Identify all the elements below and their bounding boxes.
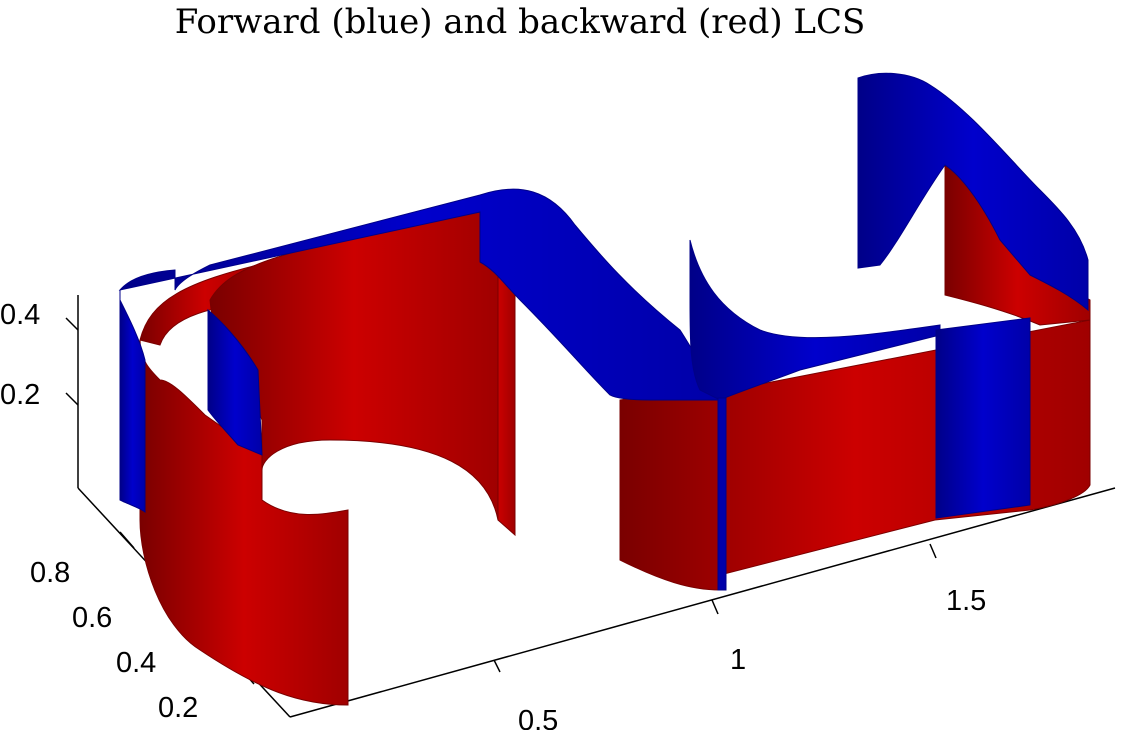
x-tick-mark [929,543,937,559]
chart-title: Forward (blue) and backward (red) LCS [174,2,866,42]
z-tick-labels: 0.4 0.2 [0,299,40,411]
forward-surface-top-ribbon [118,188,721,401]
y-tick-label-0.4: 0.4 [116,647,156,679]
x-tick-labels: 0.5 1 1.5 [518,585,986,730]
z-tick-mark [65,317,79,331]
x-tick-label-0.5: 0.5 [518,705,558,730]
y-tick-labels: 0.8 0.6 0.4 0.2 [30,557,198,724]
y-tick-label-0.6: 0.6 [72,602,112,634]
x-tick-label-1: 1 [730,644,746,676]
z-tick-label-0.2: 0.2 [0,379,40,411]
series-forward [118,72,1089,591]
z-tick-mark [65,392,79,406]
forward-surface-thin-sliver [717,397,727,591]
forward-surface-left-wall [119,290,146,514]
x-tick-mark [493,659,501,673]
y-tick-label-0.8: 0.8 [30,557,70,589]
y-tick-mark [119,531,135,549]
y-tick-label-0.2: 0.2 [158,692,198,724]
x-axis-line [289,487,1116,718]
forward-surface-left-inner-band [207,308,263,456]
z-tick-label-0.4: 0.4 [0,299,40,331]
forward-surface-right-wall [857,72,1089,312]
forward-surface-curl [689,239,941,401]
backward-surface-left-wall [139,339,349,706]
x-tick-label-1.5: 1.5 [946,585,986,617]
forward-surface-front-panel [935,317,1031,519]
x-tick-mark [711,599,719,615]
